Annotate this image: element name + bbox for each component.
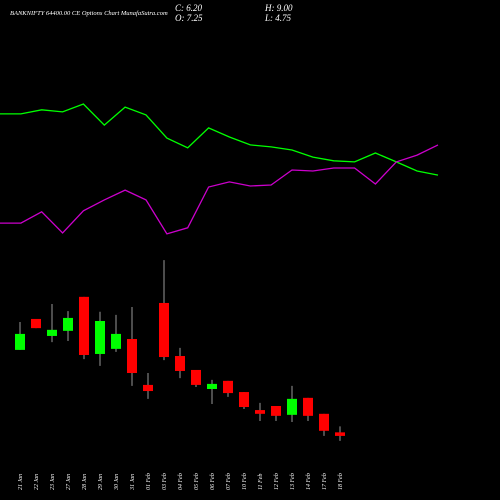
x-tick-label: 23 Jan (50, 474, 56, 490)
candle-body (319, 413, 329, 431)
x-tick-label: 28 Jan (82, 474, 88, 490)
candle-body (255, 410, 265, 414)
x-tick-label: 13 Feb (290, 473, 296, 490)
x-tick-label: 11 Feb (258, 474, 264, 490)
candle-body (287, 398, 297, 415)
candle-body (79, 296, 89, 355)
candle-body (175, 356, 185, 371)
x-tick-label: 31 Jan (130, 474, 136, 491)
x-tick-label: 14 Feb (305, 473, 312, 490)
high-label: H: 9.00 (264, 3, 293, 13)
candle-body (111, 333, 121, 349)
open-label: O: 7.25 (175, 13, 203, 23)
candle-body (271, 405, 281, 416)
x-tick-label: 27 Jan (66, 474, 72, 490)
x-tick-label: 18 Feb (338, 473, 344, 490)
x-tick-label: 29 Jan (98, 474, 104, 490)
candle-body (15, 333, 25, 350)
x-tick-label: 01 Feb (146, 473, 152, 490)
chart-title: BANKNIFTY 64400.00 CE Options Chart Muna… (10, 10, 168, 17)
candle-body (207, 383, 217, 389)
candle-body (223, 380, 233, 394)
candle-body (159, 302, 169, 358)
x-tick-label: 21 Jan (18, 474, 24, 490)
candle-body (239, 392, 249, 408)
candle-body (143, 384, 153, 392)
candle-body (95, 320, 105, 354)
x-tick-label: 07 Feb (226, 473, 232, 490)
candle-body (127, 339, 137, 374)
indicator-line (0, 103, 439, 176)
close-label: C: 6.20 (175, 3, 203, 13)
x-tick-label: 10 Feb (242, 473, 248, 490)
x-tick-label: 22 Jan (34, 474, 40, 490)
low-label: L: 4.75 (264, 13, 292, 23)
x-tick-label: 12 Feb (274, 473, 280, 490)
candle-body (63, 317, 73, 331)
x-tick-label: 30 Jan (114, 474, 120, 491)
x-tick-label: 06 Feb (210, 473, 216, 490)
candle-body (191, 369, 201, 385)
x-tick-label: 03 Feb (162, 473, 168, 490)
candle-body (335, 432, 345, 436)
candle-body (303, 397, 313, 416)
candle-body (31, 318, 41, 329)
x-tick-label: 05 Feb (194, 473, 200, 490)
x-tick-label: 04 Feb (177, 473, 184, 490)
x-tick-label: 17 Feb (322, 473, 328, 490)
candle-body (47, 329, 57, 336)
indicator-line (0, 144, 439, 235)
